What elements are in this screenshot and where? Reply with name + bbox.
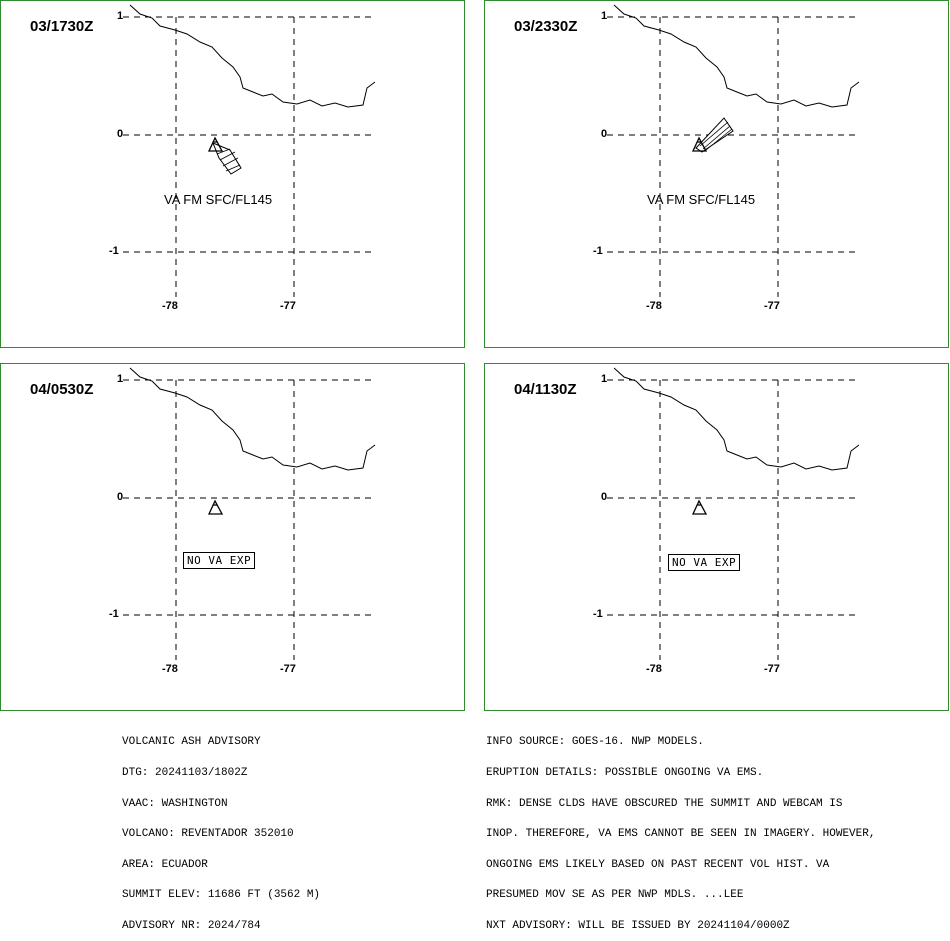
lat-tick-1: 1 [601,10,608,22]
lat-tick-minus1: -1 [109,608,119,620]
lon-tick-minus78: -78 [162,663,178,675]
volcano-triangle-icon [207,136,224,152]
coastline [613,4,860,108]
forecast-panel-1: 03/1730Z 1 0 -1 -78 -77 VA FM SFC/FL145 [0,0,465,348]
ash-level-label: VA FM SFC/FL145 [647,192,756,207]
advisory-line: VAAC: WASHINGTON [122,797,228,810]
forecast-panel-3: 04/0530Z 1 0 -1 -78 -77 NO VA EXP [0,363,465,711]
advisory-line: AREA: ECUADOR [122,858,208,871]
lat-tick-0: 0 [601,128,608,140]
panel-time-label: 03/2330Z [514,18,578,35]
volcano-triangle-icon [691,499,708,515]
advisory-line: ADVISORY NR: 2024/784 [122,919,261,932]
advisory-line: SUMMIT ELEV: 11686 FT (3562 M) [122,889,321,902]
map-canvas [0,363,465,711]
panel-time-label: 04/1130Z [514,381,577,398]
map-canvas [484,363,949,711]
advisory-header-text: VOLCANIC ASH ADVISORY DTG: 20241103/1802… [122,717,320,941]
lat-tick-minus1: -1 [109,245,119,257]
ash-hatch [216,148,241,172]
no-va-expected-box: NO VA EXP [183,552,256,569]
advisory-line: VOLCANIC ASH ADVISORY [122,736,261,749]
lat-tick-1: 1 [117,373,124,385]
advisory-line: INOP. THEREFORE, VA EMS CANNOT BE SEEN I… [486,828,876,841]
coastline [613,367,860,471]
advisory-line: PRESUMED MOV SE AS PER NWP MDLS. ...LEE [486,889,744,902]
lon-tick-minus78: -78 [646,300,662,312]
advisory-line: INFO SOURCE: GOES-16. NWP MODELS. [486,736,704,749]
lat-tick-0: 0 [601,491,608,503]
lon-tick-minus78: -78 [646,663,662,675]
forecast-panel-2: 03/2330Z 1 0 -1 -78 -77 VA FM SFC/FL145 [484,0,949,348]
panel-time-label: 03/1730Z [30,18,94,35]
lon-tick-minus77: -77 [280,663,296,675]
lat-tick-0: 0 [117,128,124,140]
coastline [129,367,376,471]
lon-tick-minus77: -77 [764,300,780,312]
ash-area-polygon [695,117,734,153]
ash-level-label: VA FM SFC/FL145 [164,192,273,207]
coastline [129,4,376,108]
advisory-line: ERUPTION DETAILS: POSSIBLE ONGOING VA EM… [486,767,764,779]
no-va-expected-box: NO VA EXP [668,554,741,571]
lat-tick-0: 0 [117,491,124,503]
lat-tick-minus1: -1 [593,608,603,620]
volcano-triangle-icon [691,136,708,152]
advisory-remarks-text: INFO SOURCE: GOES-16. NWP MODELS. ERUPTI… [486,717,875,941]
forecast-panel-4: 04/1130Z 1 0 -1 -78 -77 NO VA EXP [484,363,949,711]
advisory-line: ONGOING EMS LIKELY BASED ON PAST RECENT … [486,858,830,871]
panel-time-label: 04/0530Z [30,381,94,398]
lat-tick-1: 1 [601,373,608,385]
advisory-line: NXT ADVISORY: WILL BE ISSUED BY 20241104… [486,919,790,932]
lon-tick-minus78: -78 [162,300,178,312]
map-canvas [484,0,949,348]
advisory-line: VOLCANO: REVENTADOR 352010 [122,828,294,841]
lon-tick-minus77: -77 [764,663,780,675]
map-canvas [0,0,465,348]
lat-tick-1: 1 [117,10,124,22]
lon-tick-minus77: -77 [280,300,296,312]
advisory-line: DTG: 20241103/1802Z [122,767,248,779]
lat-tick-minus1: -1 [593,245,603,257]
advisory-line: RMK: DENSE CLDS HAVE OBSCURED THE SUMMIT… [486,797,843,810]
volcano-triangle-icon [207,499,224,515]
ash-hatch [699,121,733,151]
